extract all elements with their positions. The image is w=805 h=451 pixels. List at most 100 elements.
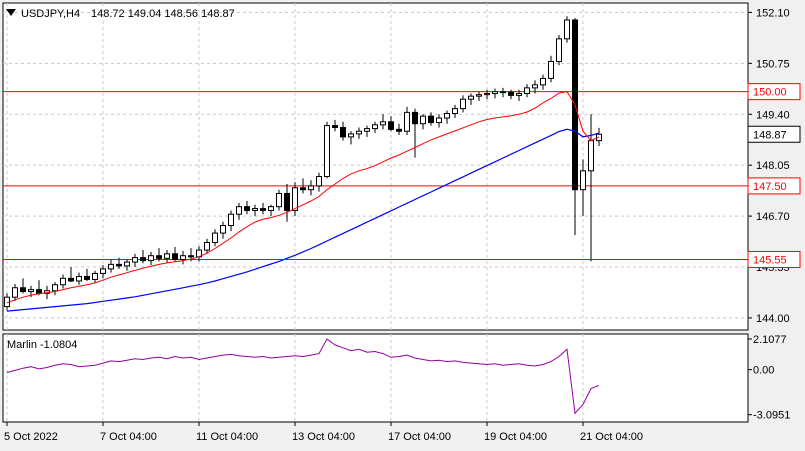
- current-price-tag: [747, 125, 801, 143]
- bear-candle-body: [388, 121, 394, 130]
- level-price-tag: [747, 83, 801, 101]
- time-axis-label: 17 Oct 04:00: [388, 431, 451, 443]
- bull-candle-body: [92, 272, 98, 280]
- time-axis-label: 19 Oct 04:00: [484, 431, 547, 443]
- bear-candle-body: [36, 289, 42, 294]
- bull-candle-body: [484, 93, 490, 96]
- bull-candle-body: [124, 261, 130, 267]
- bull-candle-body: [220, 225, 226, 234]
- bull-candle-body: [588, 140, 594, 172]
- bull-candle-body: [372, 124, 378, 130]
- bear-candle-body: [260, 208, 266, 211]
- bull-candle-body: [548, 60, 554, 79]
- bull-candle-body: [180, 255, 186, 260]
- bull-candle-body: [308, 185, 314, 191]
- triangle-down-icon[interactable]: [6, 9, 16, 16]
- bear-candle-body: [284, 192, 290, 211]
- level-price-tag: [747, 177, 801, 195]
- bull-candle-body: [228, 213, 234, 227]
- bull-candle-body: [492, 91, 498, 95]
- bull-candle-body: [420, 115, 426, 125]
- bear-candle-body: [500, 91, 506, 94]
- bear-candle-body: [428, 115, 434, 124]
- bear-candle-body: [396, 128, 402, 132]
- price-axis-label: 148.05: [756, 160, 790, 172]
- bull-candle-body: [460, 98, 466, 110]
- main-chart-pane[interactable]: [2, 2, 749, 331]
- indicator-label: Marlin -1.0804: [7, 339, 77, 351]
- bull-candle-body: [212, 232, 218, 243]
- time-axis-label: 13 Oct 04:00: [292, 431, 355, 443]
- bull-candle-body: [540, 77, 546, 86]
- bull-candle-body: [348, 133, 354, 138]
- bear-candle-body: [68, 277, 74, 282]
- bull-candle-body: [108, 263, 114, 270]
- chart-ohlc-values: 148.72 149.04 148.56 148.87: [91, 8, 235, 20]
- bull-candle-body: [380, 121, 386, 126]
- bull-candle-body: [100, 268, 106, 274]
- bull-candle-body: [404, 111, 410, 132]
- bull-candle-body: [268, 206, 274, 211]
- slow-moving-average-line: [6, 128, 600, 312]
- bull-candle-body: [452, 108, 458, 115]
- bull-candle-body: [204, 241, 210, 251]
- current-price-label: 148.87: [753, 129, 787, 141]
- bull-candle-body: [580, 170, 586, 191]
- chart-symbol-label: USDJPY,H4: [21, 8, 80, 20]
- time-axis-label: 5 Oct 2022: [4, 431, 58, 443]
- bear-candle-body: [188, 255, 194, 258]
- level-price-label: 147.50: [753, 181, 787, 193]
- indicator-axis-label: -3.0951: [753, 410, 790, 422]
- level-price-tag: [747, 250, 801, 268]
- bear-candle-body: [20, 287, 26, 293]
- indicator-axis-label: 0.00: [753, 365, 774, 377]
- bear-candle-body: [84, 275, 90, 280]
- price-axis-label: 149.40: [756, 109, 790, 121]
- bull-candle-body: [364, 128, 370, 132]
- bear-candle-body: [340, 126, 346, 138]
- bull-candle-body: [292, 187, 298, 211]
- bull-candle-body: [316, 175, 322, 187]
- bull-candle-body: [52, 284, 58, 292]
- bear-candle-body: [300, 187, 306, 191]
- price-axis-label: 152.10: [756, 7, 790, 19]
- bull-candle-body: [60, 277, 66, 286]
- price-axis-label: 144.00: [756, 313, 790, 325]
- bull-candle-body: [12, 287, 18, 298]
- bear-candle-body: [332, 125, 338, 128]
- bull-candle-body: [532, 84, 538, 89]
- indicator-axis-label: 2.1077: [753, 334, 787, 346]
- bear-candle-body: [116, 263, 122, 267]
- bull-candle-body: [324, 125, 330, 177]
- bear-candle-body: [412, 111, 418, 125]
- bear-candle-body: [244, 206, 250, 211]
- bull-candle-body: [28, 289, 34, 293]
- bull-candle-body: [516, 93, 522, 96]
- fast-moving-average-line: [6, 91, 600, 304]
- bull-candle-body: [556, 38, 562, 62]
- bull-candle-body: [564, 19, 570, 40]
- bull-candle-body: [236, 206, 242, 215]
- bull-candle-body: [76, 275, 82, 282]
- bull-candle-body: [436, 117, 442, 124]
- indicator-pane[interactable]: [2, 333, 749, 423]
- time-axis-label: 21 Oct 04:00: [580, 431, 643, 443]
- price-axis-label: 150.75: [756, 58, 790, 70]
- level-price-label: 145.55: [753, 254, 787, 266]
- bull-candle-body: [148, 255, 154, 262]
- bull-candle-body: [524, 87, 530, 95]
- bull-candle-body: [252, 208, 258, 211]
- bear-candle-body: [140, 257, 146, 262]
- bull-candle-body: [164, 253, 170, 259]
- marlin-oscillator-line: [6, 338, 600, 415]
- bull-candle-body: [444, 113, 450, 119]
- bull-candle-body: [356, 130, 362, 135]
- bull-candle-body: [468, 95, 474, 100]
- bear-candle-body: [508, 91, 514, 96]
- bear-candle-body: [172, 253, 178, 260]
- time-axis-label: 7 Oct 04:00: [100, 431, 157, 443]
- bull-candle-body: [132, 257, 138, 263]
- level-price-label: 150.00: [753, 87, 787, 99]
